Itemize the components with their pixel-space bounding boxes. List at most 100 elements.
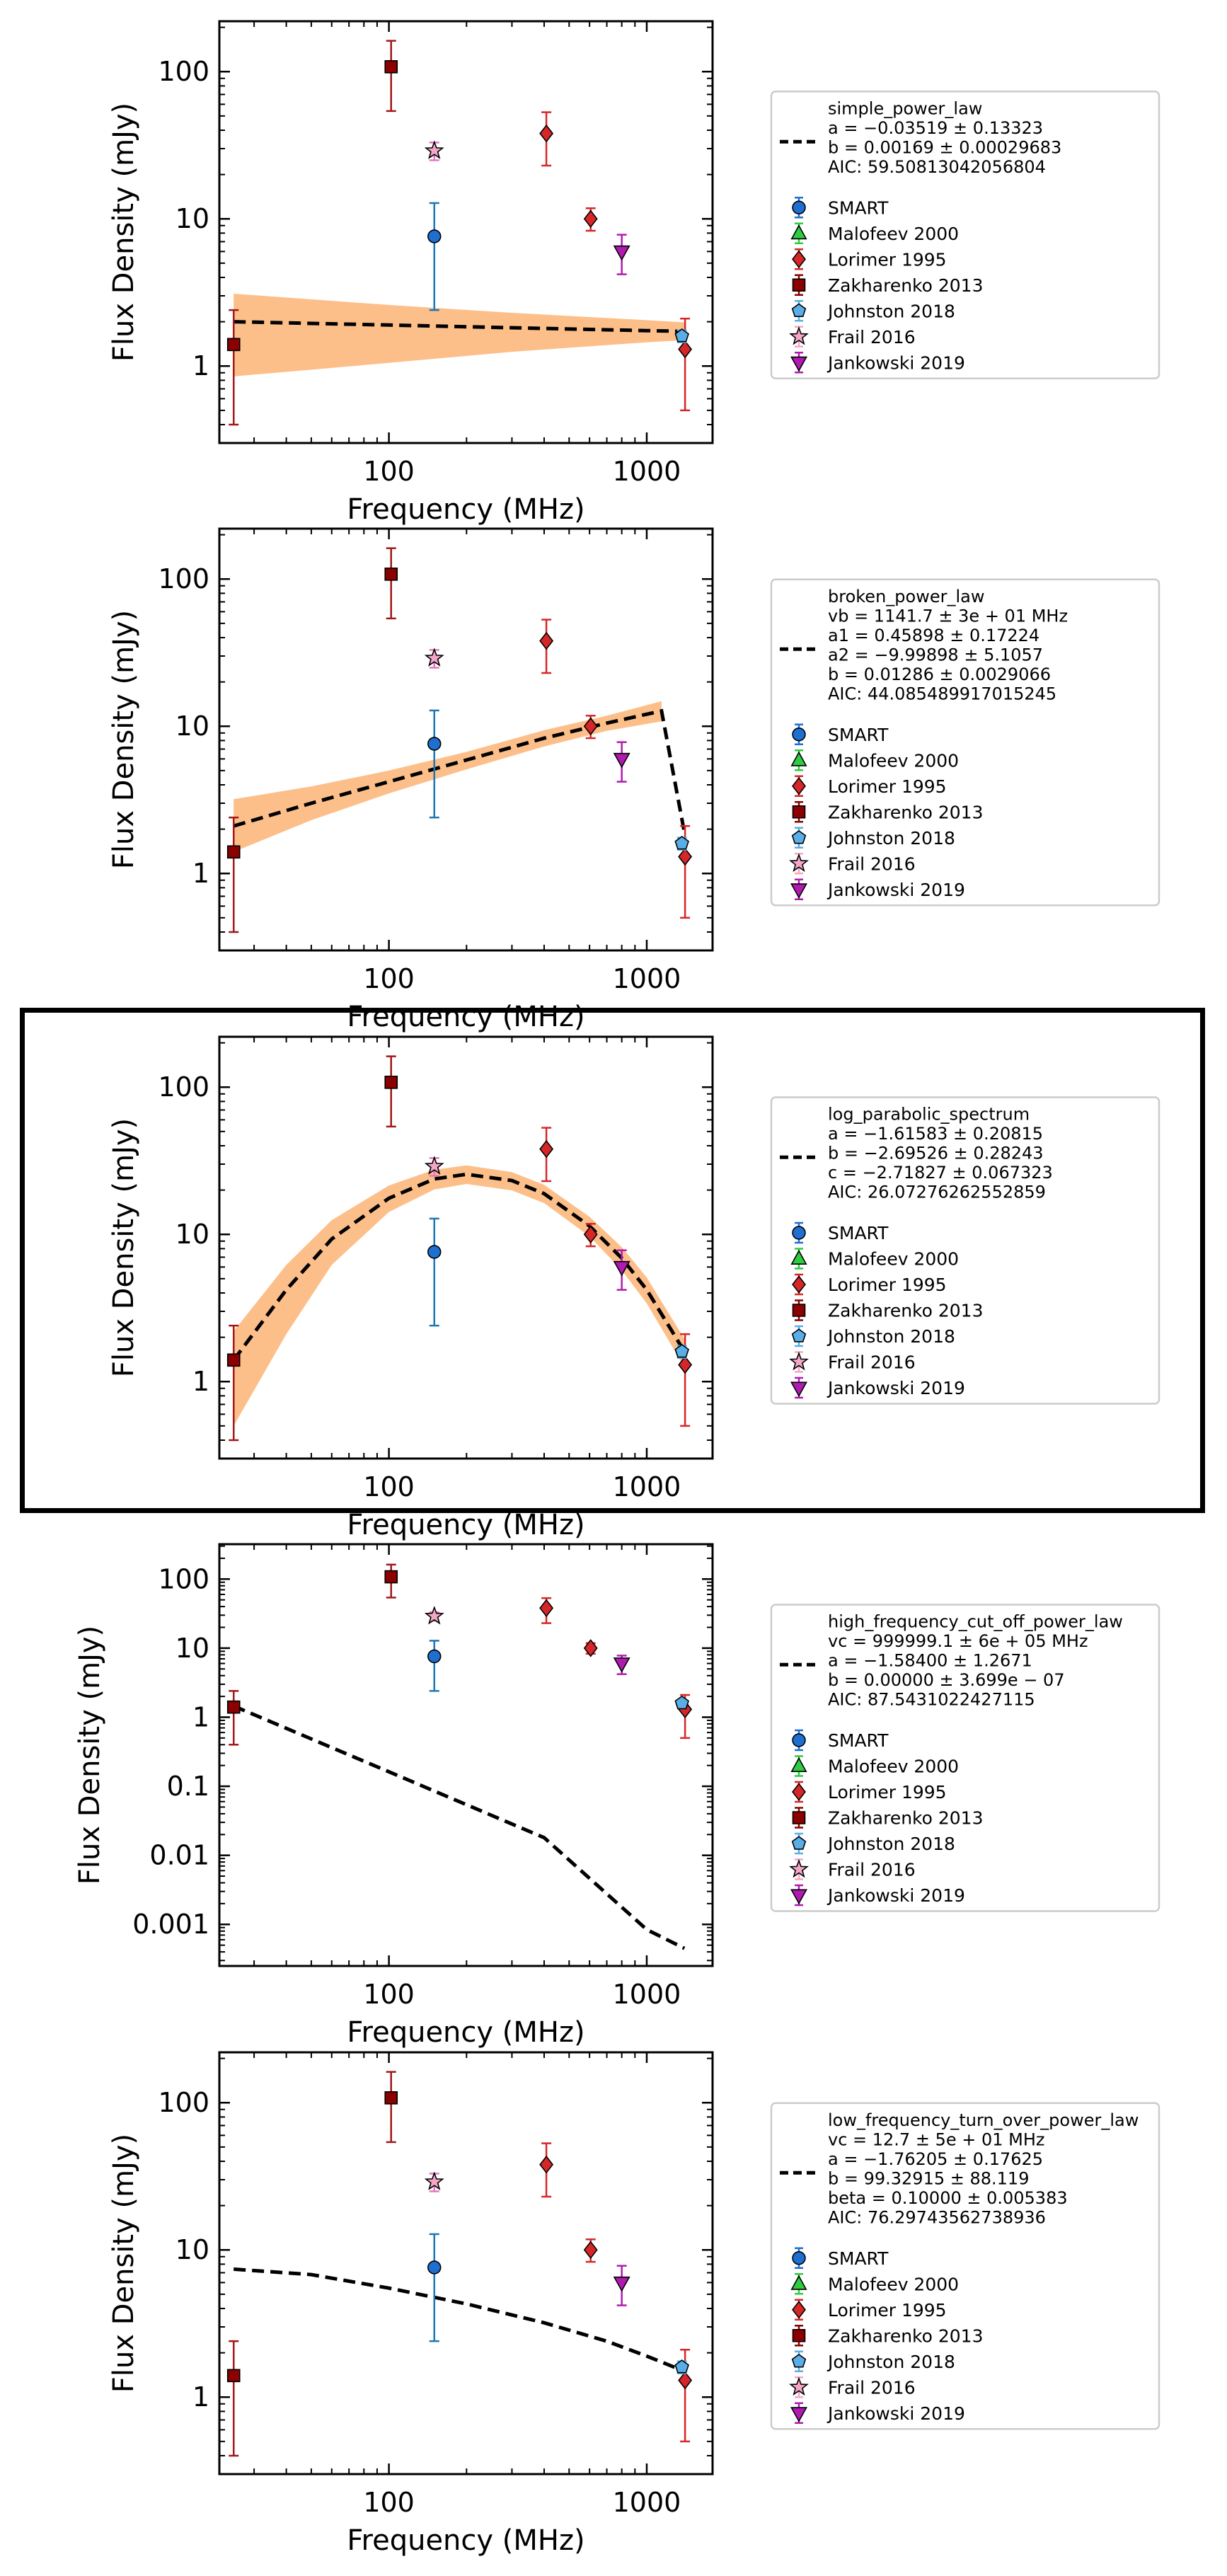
legend-marker-lorimer-1995 <box>792 2300 806 2319</box>
legend-entry-label: Johnston 2018 <box>826 301 955 321</box>
legend-marker-jankowski-2019 <box>790 356 807 372</box>
legend-marker-malofeev-2000 <box>790 224 807 240</box>
legend-fit-text: a2 = −9.99898 ± 5.1057 <box>828 645 1043 665</box>
fit-curve <box>234 320 685 333</box>
legend-marker-smart <box>792 1226 806 1240</box>
x-tick-label: 100 <box>363 1471 415 1502</box>
legend-entry-label: Malofeev 2000 <box>828 750 959 771</box>
data-point-lorimer-1995 <box>539 1597 554 1624</box>
data-marker <box>424 140 444 159</box>
legend-fit-text: high_frequency_cut_off_power_law <box>828 1612 1123 1632</box>
data-point-zakharenko-2013 <box>384 547 398 620</box>
x-tick-label: 1000 <box>613 456 681 487</box>
legend-fit-text: c = −2.71827 ± 0.067323 <box>828 1163 1053 1183</box>
legend-marker-malofeev-2000 <box>790 1249 807 1265</box>
y-tick-label: 10 <box>175 1633 209 1664</box>
legend-marker-frail-2016 <box>789 1351 809 1371</box>
x-tick-label: 100 <box>363 1979 415 2010</box>
plot-frame <box>218 2051 714 2476</box>
legend-fit-text: vc = 999999.1 ± 6e + 05 MHz <box>828 1631 1088 1651</box>
legend-marker-johnston-2018 <box>791 1836 807 1850</box>
y-tick-label: 10 <box>175 1219 209 1250</box>
legend-fit-text: broken_power_law <box>828 587 984 606</box>
data-marker <box>424 648 444 667</box>
legend-fit-text: b = 0.01286 ± 0.0029066 <box>828 665 1051 684</box>
x-axis-label: Frequency (MHz) <box>347 493 584 526</box>
legend-marker-malofeev-2000 <box>790 2275 807 2290</box>
x-tick-label: 1000 <box>613 1979 681 2010</box>
legend-box <box>770 2102 1160 2430</box>
legend-marker-frail-2016 <box>789 1858 809 1878</box>
legend-box <box>770 91 1160 379</box>
data-marker <box>539 1139 554 1158</box>
data-point-smart <box>427 709 442 819</box>
data-marker <box>674 1344 689 1358</box>
data-marker <box>539 631 554 650</box>
data-marker <box>613 245 630 261</box>
data-marker <box>384 59 398 74</box>
legend-fit-text: AIC: 76.29743562738936 <box>828 2207 1046 2227</box>
data-point-lorimer-1995 <box>583 715 598 740</box>
legend-fit-text: AIC: 59.50813042056804 <box>828 157 1046 177</box>
y-tick-label: 0.1 <box>167 1771 209 1802</box>
y-tick-label: 100 <box>158 2087 209 2118</box>
data-point-zakharenko-2013 <box>384 2071 398 2144</box>
legend-marker-jankowski-2019 <box>790 2407 807 2422</box>
data-marker <box>226 845 241 859</box>
data-point-frail-2016 <box>424 1606 444 1625</box>
data-point-frail-2016 <box>424 140 444 161</box>
data-point-johnston-2018 <box>674 836 689 851</box>
data-point-johnston-2018 <box>674 328 689 343</box>
y-tick-label: 100 <box>158 56 209 87</box>
data-marker <box>539 1599 554 1618</box>
legend-fit-text: a = −1.61583 ± 0.20815 <box>828 1124 1043 1144</box>
legend-marker-jankowski-2019 <box>790 1889 807 1905</box>
legend-marker-zakharenko-2013 <box>792 805 806 819</box>
legend-entry-label: Frail 2016 <box>828 327 916 347</box>
plot-frame <box>218 20 714 444</box>
legend-entry-label: Lorimer 1995 <box>828 2300 947 2321</box>
plot-frame <box>218 1543 714 1967</box>
x-axis-label: Frequency (MHz) <box>347 1001 584 1033</box>
data-point-smart <box>427 1217 442 1327</box>
legend-marker-johnston-2018 <box>791 830 807 844</box>
data-marker <box>678 2371 693 2390</box>
x-tick-label: 100 <box>363 456 415 487</box>
y-axis-label: Flux Density (mJy) <box>108 610 140 869</box>
legend-entry-label: Lorimer 1995 <box>828 249 947 270</box>
x-tick-label: 100 <box>363 2487 415 2518</box>
data-point-lorimer-1995 <box>539 1127 554 1183</box>
fit-uncertainty-band <box>234 701 662 852</box>
legend-fit-text: AIC: 26.07276262552859 <box>828 1183 1046 1202</box>
y-tick-label: 1 <box>192 2381 209 2413</box>
legend-entry-label: SMART <box>828 1223 889 1243</box>
legend-entry-label: Frail 2016 <box>828 1860 916 1880</box>
legend-box <box>770 1096 1160 1405</box>
data-marker <box>613 752 630 769</box>
legend-fit-text: b = −2.69526 ± 0.28243 <box>828 1144 1044 1163</box>
legend-marker-frail-2016 <box>789 853 809 873</box>
data-marker <box>226 2369 241 2383</box>
data-point-johnston-2018 <box>674 1344 689 1359</box>
data-marker <box>613 2276 630 2292</box>
data-point-jankowski-2019 <box>613 741 630 783</box>
data-marker <box>384 1075 398 1089</box>
plot-frame <box>218 1035 714 1460</box>
legend-fit-text: a = −1.76205 ± 0.17625 <box>828 2149 1043 2169</box>
legend-entry-label: SMART <box>828 197 889 218</box>
legend-fit-text: b = 99.32915 ± 88.119 <box>828 2168 1029 2188</box>
data-point-frail-2016 <box>424 648 444 669</box>
legend-entry-label: Malofeev 2000 <box>828 224 959 244</box>
legend-entry-label: Frail 2016 <box>828 2377 916 2398</box>
data-marker <box>226 338 241 352</box>
data-marker <box>678 1355 693 1374</box>
data-marker <box>226 1353 241 1367</box>
fit-curve <box>233 708 686 833</box>
x-tick-label: 1000 <box>613 2487 681 2518</box>
y-tick-label: 100 <box>158 1071 209 1103</box>
data-point-johnston-2018 <box>674 1695 689 1710</box>
y-axis-label: Flux Density (mJy) <box>108 1118 140 1377</box>
y-tick-label: 100 <box>158 563 209 594</box>
legend-box <box>770 1604 1160 1912</box>
